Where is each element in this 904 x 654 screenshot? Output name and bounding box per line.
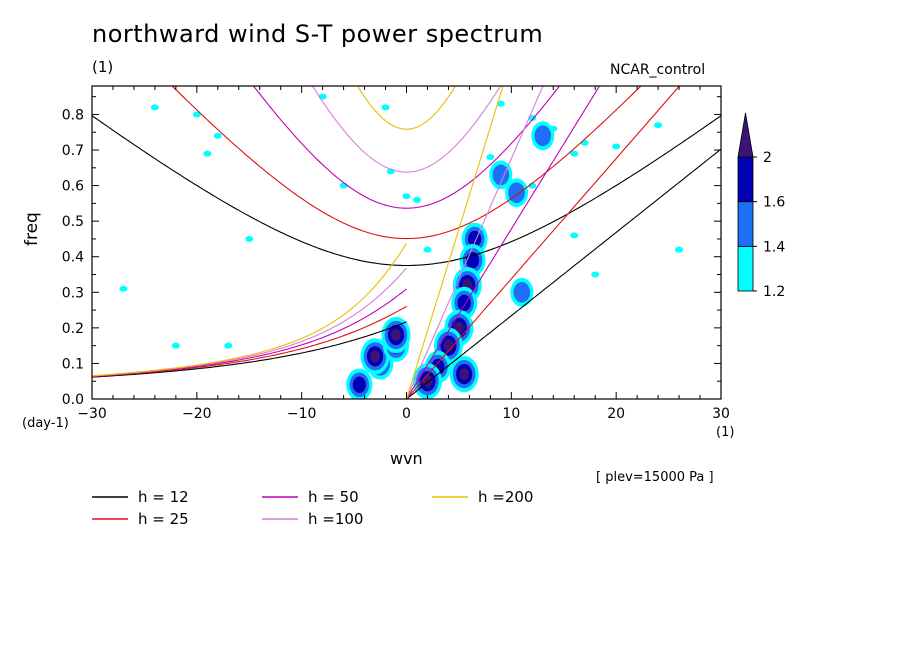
x-tick-label: 30 (712, 406, 730, 422)
dispersion-curve-ig (92, 115, 721, 267)
y-tick-label: 0.5 (62, 214, 84, 230)
spectral-blob (391, 328, 401, 342)
y-tick-label: 0.6 (62, 179, 84, 195)
colorbar-label: 1.2 (763, 284, 785, 300)
spectral-speckle (486, 154, 495, 161)
dispersion-curve-kelvin (406, 148, 721, 399)
y-tick-label: 0.4 (62, 250, 84, 266)
colorbar-label: 1.6 (763, 195, 785, 211)
dispersion-curve-kelvin (406, 86, 601, 399)
spectral-speckle (591, 271, 600, 278)
spectral-blob (352, 376, 366, 394)
x-tick-label: −20 (182, 406, 212, 422)
spectral-speckle (171, 342, 180, 349)
chart-title: northward wind S-T power spectrum (92, 20, 544, 48)
spectral-speckle (570, 232, 579, 239)
chart-subtitle-units: (1) (92, 58, 114, 76)
spectral-speckle (570, 150, 579, 157)
x-tick-label: −10 (287, 406, 317, 422)
spectral-speckle (224, 342, 233, 349)
spectral-blob (513, 281, 531, 303)
spectral-blob (443, 339, 454, 352)
spectral-blob (457, 294, 471, 312)
spectral-speckle (580, 139, 589, 146)
y-tick-label: 0.8 (62, 107, 84, 123)
y-tick-label: 0.2 (62, 321, 84, 337)
spectral-speckle (339, 182, 348, 189)
y-tick-label: 0.3 (62, 285, 84, 301)
pressure-level-note: [ plev=15000 Pa ] (596, 470, 714, 485)
spectral-speckle (203, 150, 212, 157)
spectral-speckle (496, 100, 505, 107)
dispersion-curve-kelvin (405, 86, 504, 399)
spectral-blob (492, 164, 510, 186)
spectral-speckle (402, 193, 411, 200)
colorbar-label: 1.4 (763, 239, 785, 255)
spectral-speckle (654, 122, 663, 129)
dispersion-curve-ig (356, 86, 457, 130)
dispersion-curve-kelvin (406, 86, 681, 399)
y-tick-label: 0.0 (62, 392, 84, 408)
spectral-speckle (150, 104, 159, 111)
spectral-speckle (192, 111, 201, 118)
dispersion-curve-mrg (92, 305, 407, 378)
experiment-label: NCAR_control (610, 62, 706, 78)
dispersion-curve-kelvin (405, 86, 544, 399)
plot-area (92, 86, 721, 399)
x-axis-units: (1) (716, 425, 735, 440)
spectral-speckle (612, 143, 621, 150)
y-axis-units: (day-1) (22, 416, 69, 431)
colorbar-label: 2 (763, 150, 772, 166)
legend-label: h =200 (478, 488, 533, 506)
dispersion-curve-ig (171, 86, 642, 240)
dispersion-curve-ig (252, 86, 561, 209)
spectral-speckle (412, 196, 421, 203)
dispersion-curve-ig (311, 86, 502, 173)
y-tick-label: 0.1 (62, 356, 84, 372)
dispersion-curve-mrg (92, 321, 407, 378)
legend-label: h =100 (308, 510, 363, 528)
legend-label: h = 25 (138, 510, 189, 528)
colorbar-segment (737, 245, 754, 292)
dispersion-curve-mrg (92, 242, 407, 377)
spectral-speckle (423, 246, 432, 253)
x-tick-label: 0 (402, 406, 411, 422)
x-axis-label: wvn (390, 449, 423, 468)
y-tick-label: 0.7 (62, 143, 84, 159)
spectral-blob (459, 367, 470, 381)
spectral-speckle (381, 104, 390, 111)
spectral-speckle (245, 235, 254, 242)
spectral-blob (370, 350, 380, 363)
colorbar-segment (737, 201, 754, 247)
spectral-speckle (675, 246, 684, 253)
spectral-blob (508, 182, 525, 204)
spectral-blob (534, 125, 552, 147)
x-tick-label: 10 (502, 406, 520, 422)
legend-label: h = 12 (138, 488, 189, 506)
x-tick-label: −30 (77, 406, 107, 422)
spectral-speckle (119, 285, 128, 292)
spectral-speckle (213, 132, 222, 139)
legend-label: h = 50 (308, 488, 359, 506)
colorbar-segment (737, 156, 754, 203)
colorbar-extension (737, 112, 754, 158)
x-tick-label: 20 (607, 406, 625, 422)
